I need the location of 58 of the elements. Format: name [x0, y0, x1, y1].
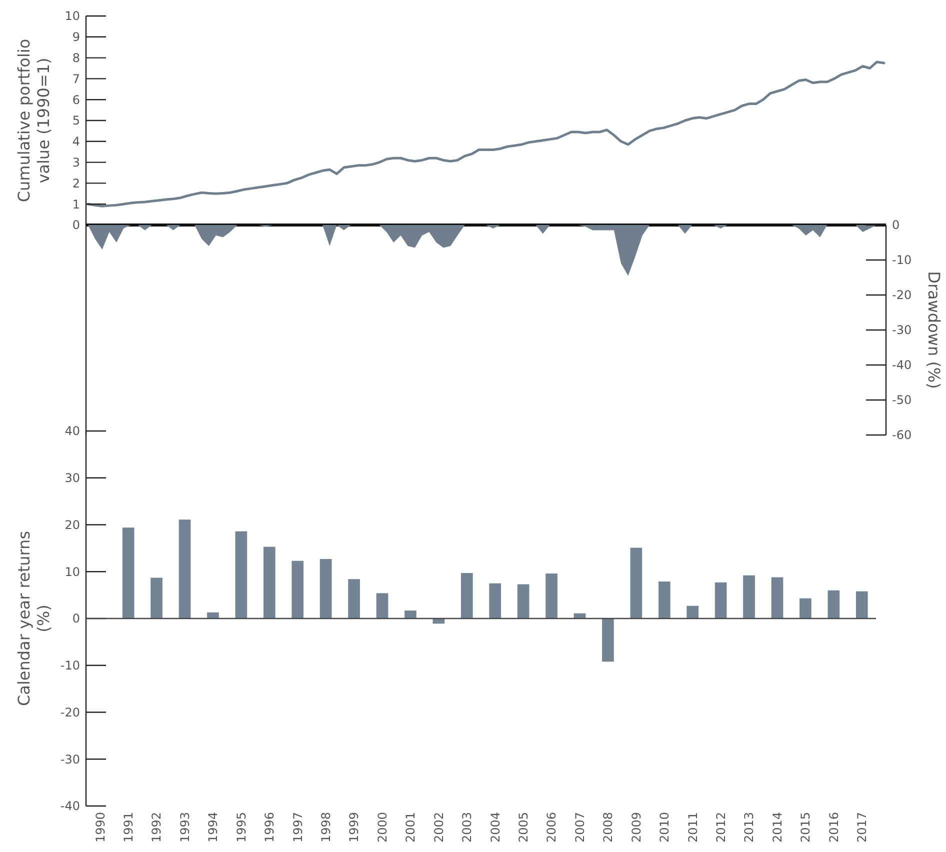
y-tick-label: 6: [72, 92, 80, 107]
y-axis-title: Cumulative portfolio value (1990=1): [14, 38, 53, 202]
x-tick-label: 1997: [290, 812, 305, 843]
y-tick-label: -30: [892, 323, 912, 338]
y-tick-label: 0: [72, 612, 80, 626]
y-axis-title: Drawdown (%): [924, 271, 944, 389]
y-tick-label: 40: [64, 424, 80, 438]
y-tick-label: 10: [64, 9, 80, 24]
x-tick-label: 1999: [347, 812, 362, 843]
x-tick-label: 2001: [404, 812, 418, 843]
x-tick-label: 2009: [629, 812, 644, 843]
y-tick-label: -50: [892, 393, 912, 408]
y-tick-label: -40: [892, 358, 912, 372]
y-tick-label: -20: [892, 288, 912, 302]
y-tick-label: 0: [72, 218, 80, 232]
x-tick-label: 2000: [375, 812, 390, 843]
y-tick-label: -20: [60, 705, 80, 720]
x-tick-label: 1990: [93, 812, 108, 843]
x-tick-label: 2004: [488, 812, 502, 843]
x-tick-label: 2011: [686, 812, 700, 843]
x-tick-label: 2005: [516, 812, 531, 843]
y-tick-label: 3: [72, 156, 80, 170]
x-tick-label: 2008: [601, 812, 616, 843]
x-tick-label: 2010: [658, 812, 672, 843]
y-tick-label: 9: [72, 30, 80, 44]
y-tick-label: 0: [892, 218, 900, 232]
x-tick-label: 1994: [206, 812, 220, 843]
y-tick-label: -60: [892, 428, 912, 442]
x-tick-label: 2012: [714, 812, 728, 843]
x-tick-label: 1996: [262, 812, 277, 843]
y-tick-label: 8: [72, 51, 80, 65]
y-tick-label: 4: [72, 134, 80, 149]
y-tick-label: 30: [64, 471, 80, 486]
y-tick-label: 1: [72, 197, 80, 212]
x-tick-label: 1993: [178, 812, 192, 843]
x-tick-label: 1992: [150, 812, 164, 843]
y-tick-label: -10: [60, 658, 80, 673]
x-tick-label: 2013: [742, 812, 756, 843]
x-tick-label: 2016: [826, 812, 841, 843]
x-tick-label: 2017: [855, 812, 870, 843]
x-tick-label: 2003: [460, 812, 474, 843]
x-tick-label: 1991: [122, 812, 136, 843]
y-tick-label: 10: [64, 564, 80, 579]
y-tick-label: 2: [72, 176, 80, 190]
x-tick-label: 2006: [544, 812, 559, 843]
x-tick-label: 2007: [572, 812, 587, 843]
y-tick-label: -30: [60, 752, 80, 766]
x-tick-label: 1995: [234, 812, 248, 843]
y-tick-label: 7: [72, 72, 80, 86]
x-tick-label: 2002: [432, 812, 446, 843]
x-tick-label: 1998: [319, 812, 334, 843]
y-tick-label: 5: [72, 114, 80, 128]
y-axis-title: Calendar year returns (%): [14, 530, 53, 706]
y-tick-label: 20: [64, 518, 80, 532]
y-tick-label: -10: [892, 253, 912, 268]
y-tick-label: -40: [60, 799, 80, 814]
x-tick-label: 2014: [770, 812, 784, 843]
x-tick-label: 2015: [798, 812, 813, 843]
